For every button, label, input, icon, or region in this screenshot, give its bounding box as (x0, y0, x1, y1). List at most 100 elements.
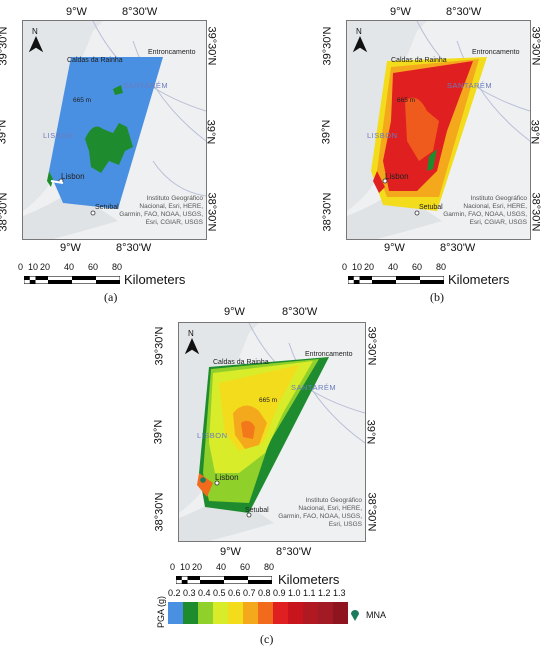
place-lisbon: Lisbon (215, 473, 239, 482)
legend-swatch (198, 602, 213, 624)
caption-b: (b) (430, 290, 444, 304)
scale-tick: 0 (342, 262, 348, 272)
region-lisbon: LISBON (367, 131, 398, 140)
north-label: N (32, 27, 38, 36)
place-entroncamento: Entroncamento (305, 351, 353, 358)
lat-left-3: 38°30'N (0, 192, 10, 232)
legend-swatch (288, 602, 303, 624)
lon-top-1: 9°W (224, 306, 245, 318)
lat-left-2: 39°N (0, 119, 9, 145)
map-a[interactable]: N Caldas da Rainha Entroncamento SANTARÉ… (22, 20, 207, 240)
region-santarem: SANTARÉM (291, 383, 337, 392)
scale-tick: 10 (352, 262, 363, 272)
region-lisbon: LISBON (43, 131, 74, 140)
lat-left-3: 38°30'N (153, 492, 166, 532)
legend-label: 1.0 (288, 588, 301, 598)
scale-tick: 80 (112, 262, 123, 272)
region-lisbon: LISBON (197, 431, 228, 440)
scale-tick: 60 (412, 262, 423, 272)
lat-left-3: 38°30'N (321, 192, 334, 232)
legend-swatch (273, 602, 288, 624)
legend-swatch (183, 602, 198, 624)
pga-legend: PGA (g) 0.2 0.3 0.4 0.5 0.6 0.7 0.8 0.9 1.0 1.1 1.… (154, 588, 404, 630)
legend-label: 0.2 (168, 588, 181, 598)
mna-icon (350, 608, 360, 621)
lon-bottom-1: 9°W (60, 242, 81, 254)
scale-unit: Kilometers (448, 272, 510, 287)
scale-tick: 10 (180, 562, 191, 572)
region-santarem: SANTARÉM (447, 81, 493, 90)
legend-label: 0.4 (198, 588, 211, 598)
pga-zone-0.8 (405, 97, 439, 161)
legend-label: 1.3 (333, 588, 346, 598)
scale-bar-graphic (24, 276, 120, 284)
lon-top-1: 9°W (66, 6, 87, 18)
lat-left-1: 39°30'N (153, 326, 166, 366)
legend-label: 0.9 (273, 588, 286, 598)
pga-zone-0.3 (85, 123, 133, 173)
attribution: Instituto Geográfico Nacional, Esri, HER… (278, 497, 362, 528)
lat-right-2: 39°N (364, 419, 377, 445)
scale-tick: 10 (28, 262, 39, 272)
scale-tick: 60 (240, 562, 251, 572)
map-b-canvas (347, 21, 530, 239)
legend-swatch (243, 602, 258, 624)
lon-bottom-2: 8°30'W (276, 546, 312, 558)
legend-label: 0.3 (183, 588, 196, 598)
place-caldas: Caldas da Rainha (391, 57, 447, 64)
lat-right-1: 39°30'N (205, 26, 218, 66)
scale-tick: 40 (64, 262, 75, 272)
legend-swatch (258, 602, 273, 624)
place-lisbon: Lisbon (385, 172, 409, 181)
lat-right-3: 38°30'N (529, 192, 542, 232)
place-setubal: Setubal (419, 204, 443, 211)
scale-bar-graphic (348, 276, 444, 284)
lat-right-3: 38°30'N (365, 492, 378, 532)
scale-tick: 80 (264, 562, 275, 572)
scale-tick: 0 (18, 262, 24, 272)
elevation-label: 665 m (259, 397, 278, 404)
scale-unit: Kilometers (124, 272, 186, 287)
north-label: N (188, 329, 194, 338)
legend-label: 1.1 (303, 588, 316, 598)
place-caldas: Caldas da Rainha (213, 359, 269, 366)
map-b[interactable]: N Caldas da Rainha Entroncamento SANTARÉ… (346, 20, 531, 240)
region-santarem: SANTARÉM (123, 81, 169, 90)
north-arrow: N (184, 329, 200, 355)
scale-bar-graphic (176, 576, 272, 584)
legend-swatch (333, 602, 348, 624)
north-arrow: N (352, 27, 368, 53)
scale-tick: 60 (88, 262, 99, 272)
lon-top-2: 8°30'W (122, 6, 158, 18)
lat-left-1: 39°30'N (0, 26, 10, 66)
scale-ticks: 0 10 20 40 60 80 (342, 262, 454, 274)
lat-left-2: 39°N (152, 419, 165, 445)
place-entroncamento: Entroncamento (472, 49, 520, 56)
attribution: Instituto Geográfico Nacional, Esri, HER… (119, 195, 203, 226)
scale-tick: 80 (436, 262, 447, 272)
lon-bottom-2: 8°30'W (116, 242, 152, 254)
lat-left-2: 39°N (320, 119, 333, 145)
map-c-canvas (179, 323, 365, 541)
legend-label: 1.2 (318, 588, 331, 598)
place-caldas: Caldas da Rainha (67, 57, 123, 64)
legend-swatch (303, 602, 318, 624)
map-c[interactable]: N Caldas da Rainha Entroncamento SANTARÉ… (178, 322, 366, 542)
lon-top-2: 8°30'W (446, 6, 482, 18)
place-setubal: Setubal (245, 507, 269, 514)
caption-c: (c) (260, 632, 274, 646)
legend-label: 0.7 (243, 588, 256, 598)
mna-label: MNA (366, 610, 386, 620)
lon-top-1: 9°W (390, 6, 411, 18)
place-setubal: Setubal (95, 204, 119, 211)
lon-bottom-1: 9°W (220, 546, 241, 558)
lat-left-1: 39°30'N (321, 26, 334, 66)
map-a-canvas (23, 21, 206, 239)
lat-right-1: 39°30'N (529, 26, 542, 66)
elevation-label: 665 m (73, 97, 92, 104)
scale-ticks: 0 10 20 40 60 80 (170, 562, 282, 574)
lon-bottom-1: 9°W (384, 242, 405, 254)
north-arrow: N (28, 27, 44, 53)
elevation-label: 665 m (397, 97, 416, 104)
lat-right-3: 38°30'N (205, 192, 218, 232)
